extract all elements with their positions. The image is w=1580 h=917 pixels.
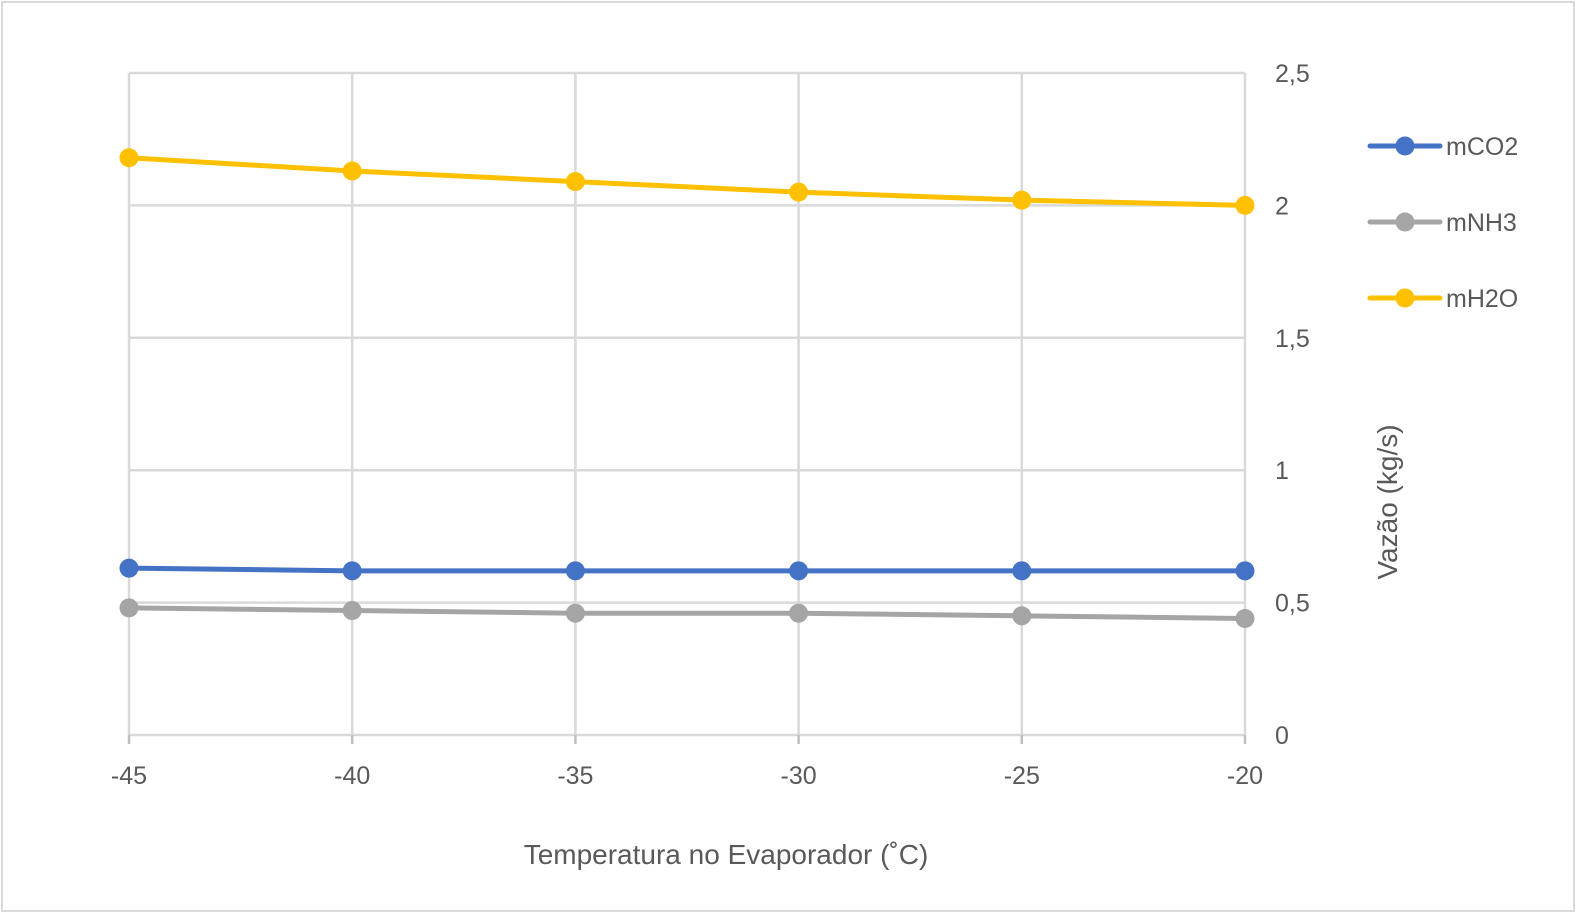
legend: mCO2 mNH3 mH2O: [1367, 133, 1518, 313]
x-tick-label: -35: [557, 762, 593, 790]
x-axis-title: Temperatura no Evaporador (˚C): [524, 839, 929, 870]
y-tick-label: 2,5: [1275, 60, 1310, 88]
y-tick-label: 1,5: [1275, 325, 1310, 353]
data-point-mco2: [342, 561, 362, 581]
data-point-mnh3: [1235, 608, 1255, 628]
x-tick-label: -45: [111, 762, 147, 790]
data-point-mnh3: [342, 601, 362, 621]
data-point-mh2o: [1235, 195, 1255, 215]
legend-label-mco2: mCO2: [1446, 133, 1518, 161]
y-tick-label: 0: [1275, 722, 1289, 750]
x-tick-label: -40: [334, 762, 370, 790]
data-point-mnh3: [1012, 606, 1032, 626]
data-point-mh2o: [565, 172, 585, 192]
series-layer: [119, 148, 1255, 628]
series-line-mnh3: [126, 605, 1248, 621]
data-point-mh2o: [789, 182, 809, 202]
data-point-mnh3: [789, 603, 809, 623]
x-axis-ticks: -45 -40 -35 -30 -25 -20: [111, 762, 1263, 790]
series-line-mco2: [126, 565, 1248, 574]
y-tick-label: 1: [1275, 457, 1289, 485]
data-point-mh2o: [342, 161, 362, 181]
y-axis-title: Vazão (kg/s): [1372, 424, 1403, 579]
data-point-mnh3: [119, 598, 139, 618]
data-point-mnh3: [565, 603, 585, 623]
y-axis-ticks: 0 0,5 1 1,5 2 2,5: [1275, 60, 1310, 750]
data-point-mco2: [1012, 561, 1032, 581]
data-point-mco2: [119, 558, 139, 578]
y-tick-label: 0,5: [1275, 590, 1310, 618]
x-tick-label: -25: [1004, 762, 1040, 790]
data-point-mco2: [789, 561, 809, 581]
data-point-mco2: [1235, 561, 1255, 581]
legend-label-mnh3: mNH3: [1446, 209, 1517, 237]
data-point-mh2o: [119, 148, 139, 168]
legend-marker-mh2o: [1395, 288, 1415, 308]
data-point-mco2: [565, 561, 585, 581]
y-tick-label: 2: [1275, 192, 1289, 220]
x-tick-label: -30: [781, 762, 817, 790]
legend-label-mh2o: mH2O: [1446, 285, 1518, 313]
series-line-mh2o: [126, 155, 1248, 208]
legend-marker-mco2: [1395, 136, 1415, 156]
grid: [127, 71, 1247, 744]
legend-marker-mnh3: [1395, 212, 1415, 232]
x-tick-label: -20: [1227, 762, 1263, 790]
data-point-mh2o: [1012, 190, 1032, 210]
